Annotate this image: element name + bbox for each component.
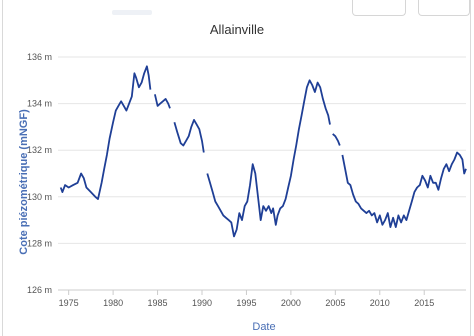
x-tick-label: 1995 xyxy=(236,298,256,308)
grid-lines xyxy=(58,56,466,291)
x-tick-label: 1990 xyxy=(192,298,212,308)
y-axis-ticks: 126 m 128 m 130 m 132 m 134 m 136 m xyxy=(27,52,52,295)
y-tick-label: 134 m xyxy=(27,99,52,109)
x-tick-label: 2005 xyxy=(325,298,345,308)
x-axis-label: Date xyxy=(252,321,275,333)
x-axis-ticks: 1975 1980 1985 1990 1995 2000 2005 2010 2015 xyxy=(59,290,434,308)
y-tick-label: 130 m xyxy=(27,192,52,202)
series-line-segment xyxy=(59,65,152,200)
series-line-segment xyxy=(154,94,171,109)
series-line-segment xyxy=(206,79,331,238)
y-tick-label: 126 m xyxy=(27,285,52,295)
y-axis-label: Cote piézométrique (mNGF) xyxy=(18,109,30,255)
x-tick-label: 1985 xyxy=(148,298,168,308)
x-tick-label: 2010 xyxy=(370,298,390,308)
series-line-segment xyxy=(341,151,467,228)
x-tick-label: 1980 xyxy=(103,298,123,308)
x-tick-label: 1975 xyxy=(59,298,79,308)
series-line-segment xyxy=(332,133,341,146)
y-tick-label: 128 m xyxy=(27,238,52,248)
series-line-segment xyxy=(173,119,205,153)
chart-title: Allainville xyxy=(210,22,264,37)
y-tick-label: 136 m xyxy=(27,52,52,62)
toolbar-button-right[interactable] xyxy=(418,0,470,16)
toolbar-placeholder xyxy=(112,10,152,15)
x-tick-label: 2000 xyxy=(281,298,301,308)
toolbar-button-left[interactable] xyxy=(352,0,406,16)
series-line xyxy=(59,65,467,238)
y-tick-label: 132 m xyxy=(27,145,52,155)
x-tick-label: 2015 xyxy=(414,298,434,308)
